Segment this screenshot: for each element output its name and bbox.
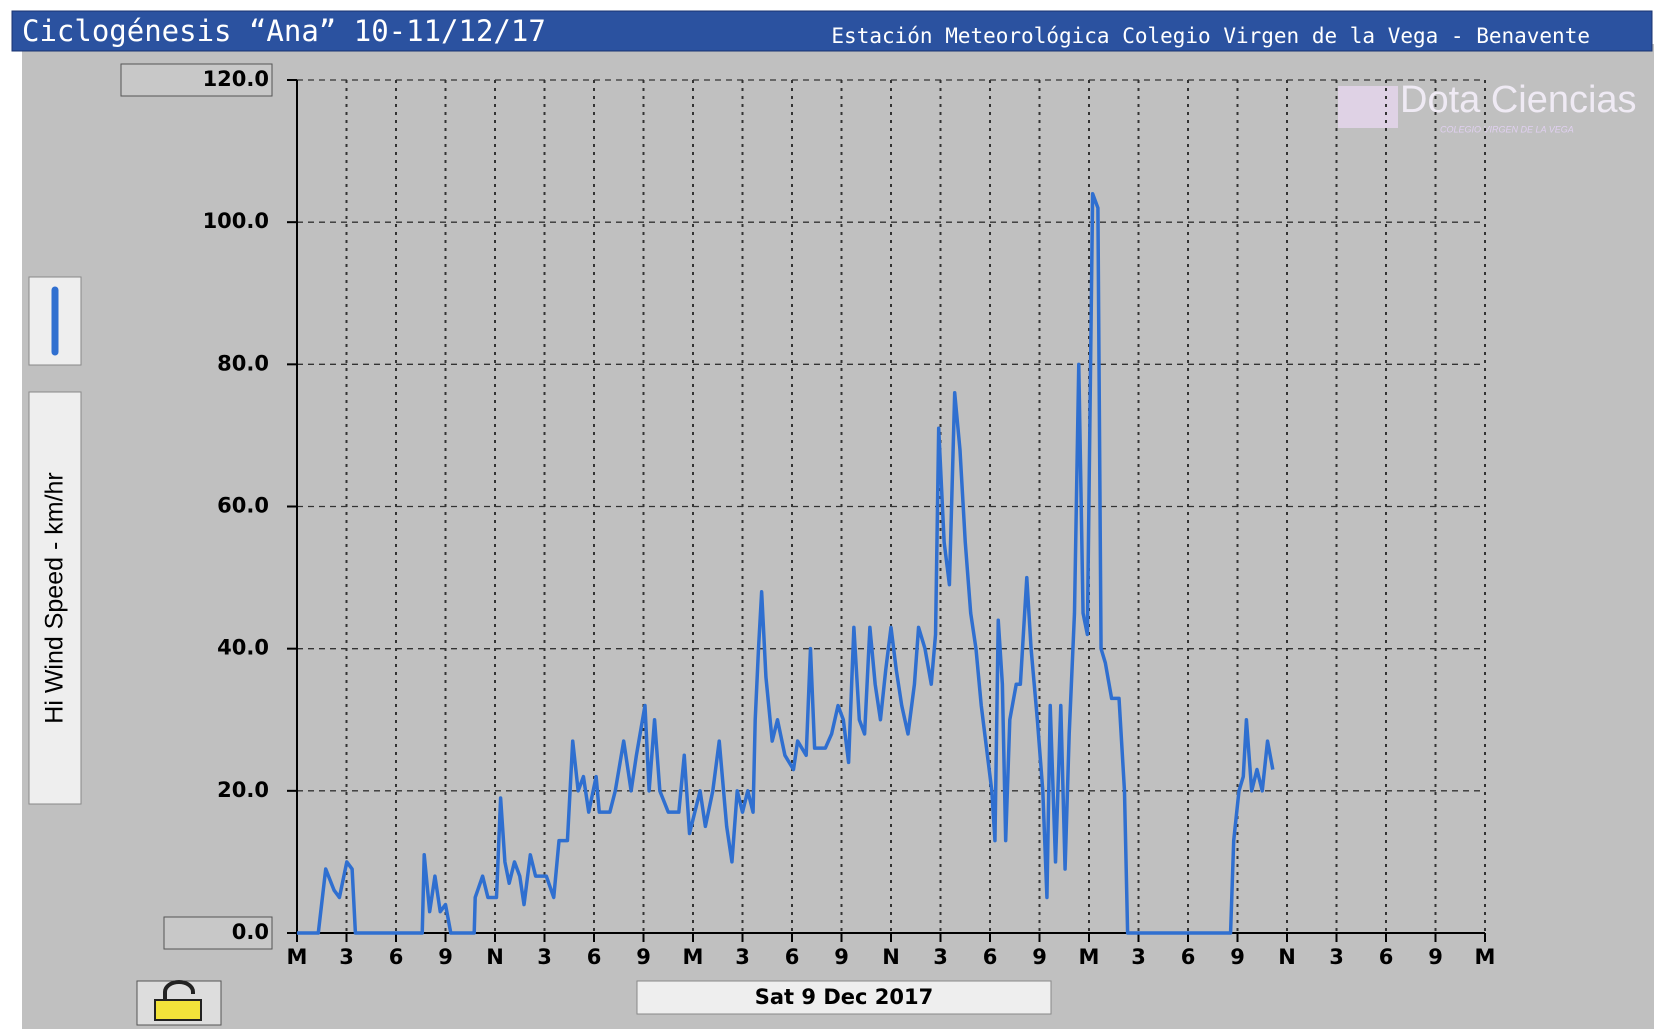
x-tick-label: M	[1079, 945, 1100, 969]
x-tick-label: N	[486, 945, 504, 969]
y-tick-label: 100.0	[203, 209, 269, 233]
panel	[22, 44, 1654, 1029]
x-tick-label: 9	[438, 945, 453, 969]
y-tick-label: 120.0	[203, 67, 269, 91]
chart-title: Ciclogénesis “Ana” 10-11/12/17	[22, 14, 546, 48]
y-tick-label: 0.0	[232, 920, 269, 944]
lock-icon	[163, 980, 195, 1000]
x-tick-label: 6	[587, 945, 602, 969]
y-tick-box	[163, 916, 273, 950]
y-label-box	[28, 391, 82, 805]
x-tick-label: 3	[339, 945, 354, 969]
x-tick-label: M	[683, 945, 704, 969]
x-tick-label: 3	[735, 945, 750, 969]
y-tick-label: 20.0	[217, 778, 269, 802]
logo-icon	[1338, 86, 1398, 128]
title-bar	[11, 10, 1653, 52]
chart-subtitle: Estación Meteorológica Colegio Virgen de…	[831, 24, 1590, 48]
lock-body	[154, 999, 202, 1021]
x-tick-label: 3	[537, 945, 552, 969]
logo: Dota Ciencias	[1400, 79, 1637, 121]
x-tick-label: M	[287, 945, 308, 969]
x-tick-label: 9	[636, 945, 651, 969]
logo-sub: COLEGIO VIRGEN DE LA VEGA	[1440, 124, 1574, 134]
x-tick-label: N	[882, 945, 900, 969]
y-tick-label: 80.0	[217, 351, 269, 375]
x-tick-label: 6	[1181, 945, 1196, 969]
x-tick-label: 9	[1428, 945, 1443, 969]
x-tick-label: 9	[1032, 945, 1047, 969]
x-tick-label: 3	[1329, 945, 1344, 969]
x-tick-label: 3	[933, 945, 948, 969]
x-tick-label: M	[1475, 945, 1496, 969]
x-tick-label: 9	[834, 945, 849, 969]
y-tick-box	[120, 63, 273, 97]
x-tick-label: 6	[389, 945, 404, 969]
x-tick-label: N	[1278, 945, 1296, 969]
y-tick-label: 40.0	[217, 636, 269, 660]
x-axis-label: Sat 9 Dec 2017	[755, 985, 933, 1009]
x-tick-label: 6	[983, 945, 998, 969]
y-tick-label: 60.0	[217, 494, 269, 518]
y-axis-label: Hi Wind Speed - km/hr	[41, 472, 69, 723]
x-tick-label: 3	[1131, 945, 1146, 969]
x-tick-label: 6	[785, 945, 800, 969]
x-tick-label: 9	[1230, 945, 1245, 969]
wind-line	[297, 191, 1275, 935]
x-tick-label: 6	[1379, 945, 1394, 969]
date-box	[636, 980, 1052, 1015]
